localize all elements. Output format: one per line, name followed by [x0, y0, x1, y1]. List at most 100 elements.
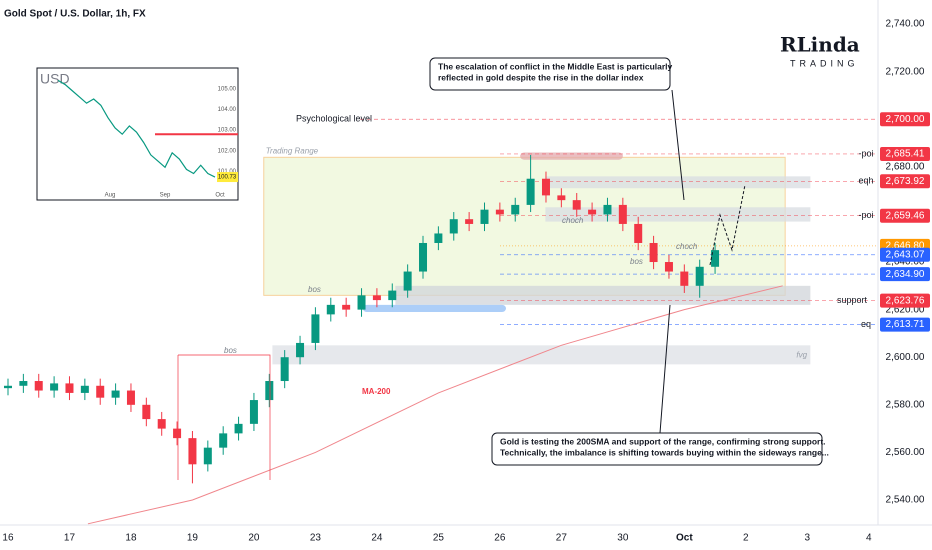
callout-text: Technically, the imbalance is shifting t… [500, 447, 829, 457]
y-tick-label: 2,560.00 [886, 447, 925, 458]
candle-body [403, 271, 412, 291]
y-tick-label: 2,680.00 [886, 161, 925, 172]
callout-text: reflected in gold despite the rise in th… [438, 72, 644, 82]
candle-body [65, 383, 74, 393]
candle-body [664, 262, 673, 272]
break-lines [177, 354, 271, 480]
price-tag [880, 267, 930, 282]
y-tick-label: 2,740.00 [886, 19, 925, 30]
inset-line [57, 79, 216, 178]
price-tag-label: 2,634.90 [886, 269, 925, 280]
logo-brand: RLinda [780, 33, 860, 57]
candle-body [126, 390, 135, 405]
candle-body [296, 342, 305, 358]
price-tag [880, 208, 930, 223]
inset-last-tag [217, 172, 238, 183]
candle-body [188, 438, 197, 465]
x-tick-label: 25 [433, 533, 445, 544]
x-tick-label: 27 [556, 533, 568, 544]
price-tag-label: 2,659.46 [886, 210, 925, 221]
candle-body [511, 204, 520, 215]
y-tick-label: 2,720.00 [886, 66, 925, 77]
candle-body [449, 219, 458, 234]
zone [545, 176, 811, 189]
candle-body [618, 204, 627, 224]
annotation-label: choch [676, 242, 698, 251]
price-tag-label: 2,623.76 [886, 295, 925, 306]
level-tag: -poi [858, 148, 873, 158]
y-tick-label: 2,600.00 [886, 352, 925, 363]
callout-pointer [659, 304, 671, 434]
candle-body [434, 233, 443, 243]
level-tag: -poi [858, 210, 873, 220]
callout-box [429, 57, 671, 91]
candle-body [465, 219, 474, 224]
zone [362, 304, 507, 313]
zone [545, 207, 811, 222]
candle-body [711, 250, 720, 267]
candle-body [480, 209, 489, 224]
price-tag [880, 112, 930, 127]
ma-line [87, 285, 783, 525]
candle-body [634, 223, 643, 243]
zone [272, 345, 811, 365]
x-tick-label: 24 [371, 533, 383, 544]
price-tag-label: 2,685.41 [886, 149, 925, 160]
candle-body [526, 178, 535, 205]
x-tick-label: 2 [743, 533, 749, 544]
price-tag [880, 317, 930, 332]
price-tag [880, 247, 930, 262]
candle-body [372, 295, 381, 301]
level-tag: eqh [858, 176, 873, 186]
price-tag [880, 174, 930, 189]
zone-label: Trading Range [266, 146, 319, 155]
candle-body [203, 447, 212, 465]
inset-month: Oct [215, 193, 225, 199]
candle-body [419, 242, 428, 272]
price-tag-label: 2,673.92 [886, 176, 925, 187]
candle-body [111, 390, 120, 398]
candle-body [142, 404, 151, 420]
price-tag-label: 2,646.80 [886, 240, 925, 251]
inset-month: Aug [105, 193, 116, 199]
candle-body [157, 419, 166, 429]
candle-body [249, 400, 258, 424]
zone [395, 285, 811, 305]
candle-body [695, 266, 704, 286]
inset-last-label: 100.73 [218, 175, 237, 181]
x-tick-label: 3 [805, 533, 811, 544]
candle-body [680, 271, 689, 286]
price-tag [880, 146, 930, 161]
x-tick-label: 16 [2, 533, 14, 544]
candle-body [603, 204, 612, 215]
y-tick-label: 2,580.00 [886, 399, 925, 410]
inset-y-tick: 102.00 [218, 148, 237, 154]
callout-pointer [671, 89, 685, 201]
candle-body [342, 304, 351, 310]
candle-body [80, 385, 89, 393]
candle-body [96, 385, 105, 398]
price-tag-label: 2,700.00 [886, 114, 925, 125]
y-tick-label: 2,540.00 [886, 495, 925, 506]
level-tag: eq [861, 319, 871, 329]
x-tick-label: 23 [310, 533, 322, 544]
candle-body [388, 290, 397, 301]
zone [520, 152, 623, 160]
callout-box [491, 432, 823, 466]
level-tag: support [837, 295, 868, 305]
candle-body [311, 314, 320, 343]
candle-body [265, 381, 274, 401]
x-tick-label: 20 [248, 533, 260, 544]
candle-body [219, 433, 228, 448]
y-tick-label: 2,620.00 [886, 304, 925, 315]
y-tick-label: 2,640.00 [886, 257, 925, 268]
annotation-label: bos [630, 257, 643, 266]
x-tick-label: 17 [64, 533, 76, 544]
inset-y-tick: 104.00 [218, 107, 237, 113]
projection [709, 184, 746, 266]
candle-body [588, 209, 597, 215]
x-tick-label: 30 [617, 533, 629, 544]
candle-body [326, 304, 335, 315]
candle-body [280, 357, 289, 382]
